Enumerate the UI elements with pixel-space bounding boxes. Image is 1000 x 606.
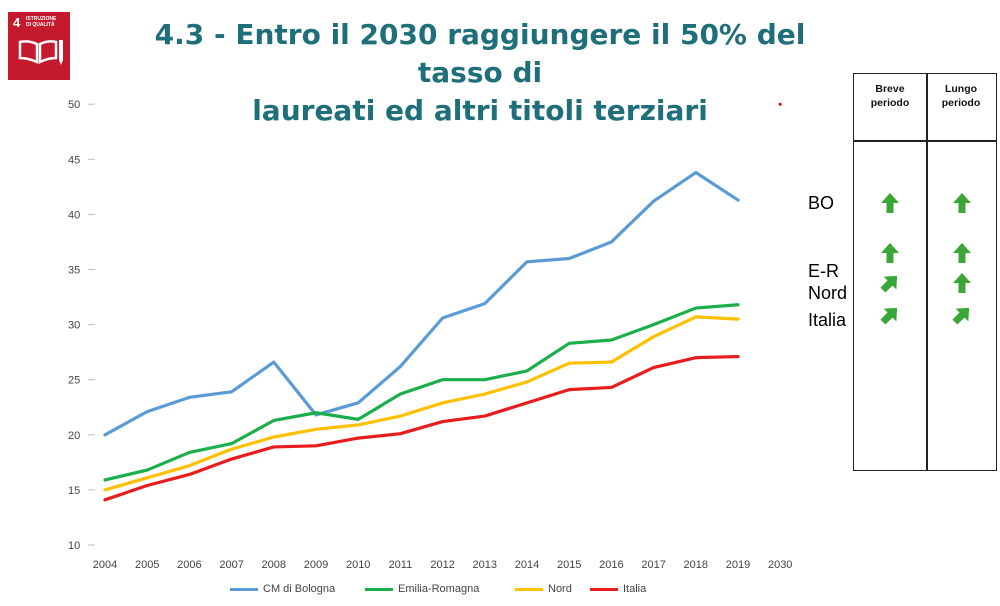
- x-tick-label: 2017: [641, 559, 665, 571]
- x-tick-label: 2030: [768, 559, 792, 571]
- book-pencil-icon: [18, 40, 63, 65]
- legend-swatch: [365, 587, 393, 591]
- y-tick-label: 25: [68, 375, 80, 387]
- y-tick-label: 35: [68, 265, 80, 277]
- label-er: E-R: [808, 261, 839, 281]
- page-title: 4.3 - Entro il 2030 raggiungere il 50% d…: [120, 16, 840, 130]
- x-tick-label: 2016: [599, 559, 623, 571]
- series-line-italia: [103, 354, 740, 502]
- legend-item: CM di Bologna: [230, 583, 335, 595]
- title-line-2: laureati ed altri titoli terziari: [252, 94, 708, 127]
- series-line-nord: [103, 315, 740, 492]
- legend-label: Nord: [548, 583, 572, 595]
- arrow-up-icon: [953, 193, 971, 213]
- table-column-divider: [926, 74, 928, 470]
- sdg-goal-4-logo: 4 ISTRUZIONE DI QUALITÀ: [8, 12, 70, 80]
- arrow-up-right-icon: [952, 307, 970, 325]
- arrow-up-icon: [953, 273, 971, 293]
- label-bo: BO: [808, 193, 835, 213]
- sdg-title: ISTRUZIONE DI QUALITÀ: [26, 16, 57, 28]
- arrow-up-icon: [881, 193, 899, 213]
- y-tick-label: 20: [68, 430, 80, 442]
- series-line-cm-di-bologna: [103, 170, 740, 437]
- arrow-up-right-icon: [880, 307, 898, 325]
- sdg-number: 4: [13, 15, 21, 30]
- title-line-1: 4.3 - Entro il 2030 raggiungere il 50% d…: [154, 18, 806, 89]
- legend-swatch: [515, 587, 543, 591]
- x-tick-label: 2006: [177, 559, 201, 571]
- x-tick-label: 2019: [726, 559, 750, 571]
- target-point: [778, 102, 782, 106]
- legend-label: Emilia-Romagna: [398, 583, 480, 595]
- legend-label: Italia: [623, 583, 647, 595]
- legend-item: Italia: [590, 583, 646, 595]
- x-tick-label: 2007: [219, 559, 243, 571]
- x-tick-label: 2004: [93, 559, 117, 571]
- y-tick-label: 40: [68, 209, 80, 221]
- header-lungo-periodo: Lungo periodo: [941, 83, 981, 109]
- trend-table: Breve periodo Lungo periodo: [853, 73, 997, 471]
- label-nord: Nord: [808, 283, 848, 303]
- arrow-up-icon: [881, 243, 899, 263]
- table-divider: [854, 140, 996, 142]
- y-tick-label: 30: [68, 320, 80, 332]
- x-tick-label: 2018: [684, 559, 708, 571]
- x-tick-label: 2009: [304, 559, 328, 571]
- arrow-up-right-icon: [880, 275, 898, 293]
- legend-swatch: [590, 587, 618, 591]
- x-tick-label: 2010: [346, 559, 370, 571]
- legend-item: Emilia-Romagna: [365, 583, 479, 595]
- label-italia: Italia: [808, 310, 847, 330]
- x-tick-label: 2011: [389, 559, 413, 571]
- legend-label: CM di Bologna: [263, 583, 336, 595]
- x-tick-label: 2008: [262, 559, 286, 571]
- x-tick-label: 2015: [557, 559, 581, 571]
- y-tick-label: 10: [68, 540, 80, 552]
- legend-swatch: [230, 587, 258, 591]
- y-tick-label: 15: [68, 485, 80, 497]
- header-breve-periodo: Breve periodo: [870, 83, 910, 109]
- legend-item: Nord: [515, 583, 572, 595]
- x-tick-label: 2013: [473, 559, 497, 571]
- x-tick-label: 2014: [515, 559, 539, 571]
- x-tick-label: 2012: [430, 559, 454, 571]
- series-line-emilia-romagna: [103, 303, 740, 482]
- x-tick-label: 2005: [135, 559, 159, 571]
- y-tick-label: 50: [68, 99, 80, 111]
- y-tick-label: 45: [68, 154, 80, 166]
- arrow-up-icon: [953, 243, 971, 263]
